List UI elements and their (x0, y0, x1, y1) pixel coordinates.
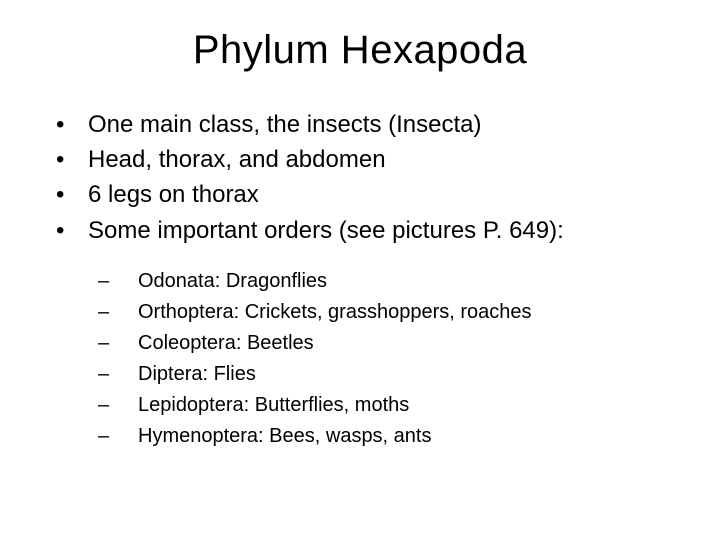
dash-icon: – (50, 299, 138, 326)
sub-bullet-text: Orthoptera: Crickets, grasshoppers, roac… (138, 299, 670, 326)
bullet-icon: • (50, 109, 88, 140)
bullet-icon: • (50, 144, 88, 175)
list-item: – Diptera: Flies (50, 361, 670, 388)
list-item: – Lepidoptera: Butterflies, moths (50, 392, 670, 419)
list-item: – Coleoptera: Beetles (50, 330, 670, 357)
list-item: – Hymenoptera: Bees, wasps, ants (50, 423, 670, 450)
dash-icon: – (50, 330, 138, 357)
sub-bullet-text: Coleoptera: Beetles (138, 330, 670, 357)
slide-container: Phylum Hexapoda • One main class, the in… (0, 0, 720, 540)
dash-icon: – (50, 392, 138, 419)
dash-icon: – (50, 268, 138, 295)
sub-bullet-text: Hymenoptera: Bees, wasps, ants (138, 423, 670, 450)
dash-icon: – (50, 423, 138, 450)
sub-bullet-text: Odonata: Dragonflies (138, 268, 670, 295)
bullet-text: Some important orders (see pictures P. 6… (88, 215, 670, 246)
list-item: – Odonata: Dragonflies (50, 268, 670, 295)
list-item: • Head, thorax, and abdomen (50, 144, 670, 175)
list-item: – Orthoptera: Crickets, grasshoppers, ro… (50, 299, 670, 326)
bullet-icon: • (50, 215, 88, 246)
list-item: • 6 legs on thorax (50, 179, 670, 210)
list-item: • One main class, the insects (Insecta) (50, 109, 670, 140)
main-bullet-list: • One main class, the insects (Insecta) … (50, 109, 670, 246)
sub-bullet-list: – Odonata: Dragonflies – Orthoptera: Cri… (50, 268, 670, 450)
sub-bullet-text: Lepidoptera: Butterflies, moths (138, 392, 670, 419)
list-item: • Some important orders (see pictures P.… (50, 215, 670, 246)
bullet-text: Head, thorax, and abdomen (88, 144, 670, 175)
sub-bullet-text: Diptera: Flies (138, 361, 670, 388)
bullet-text: 6 legs on thorax (88, 179, 670, 210)
dash-icon: – (50, 361, 138, 388)
bullet-icon: • (50, 179, 88, 210)
slide-title: Phylum Hexapoda (50, 28, 670, 73)
bullet-text: One main class, the insects (Insecta) (88, 109, 670, 140)
